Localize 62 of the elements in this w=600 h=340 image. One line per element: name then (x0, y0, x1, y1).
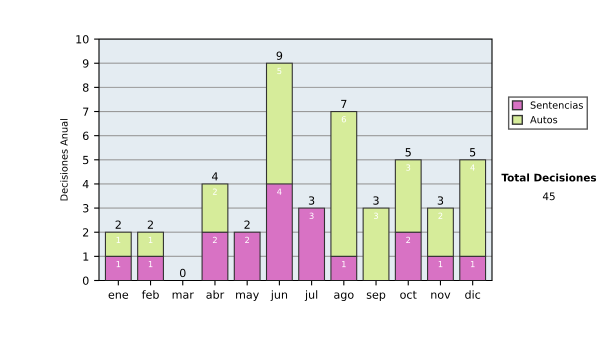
x-tick-label: feb (142, 290, 159, 299)
total-label: 2 (148, 220, 153, 229)
data-label: 2 (406, 236, 410, 243)
x-tick-label: jun (270, 290, 288, 301)
total-label: 3 (373, 196, 379, 205)
data-label: 3 (406, 164, 410, 171)
y-tick-label: 10 (76, 35, 89, 44)
total-label: 7 (341, 100, 346, 108)
x-tick-label: dic (465, 290, 480, 299)
bar (298, 208, 326, 280)
x-tick-label: may (236, 292, 259, 301)
data-label: 1 (148, 236, 152, 243)
x-tick-label: sep (366, 292, 386, 301)
y-tick-label: 4 (82, 180, 89, 188)
x-tick-label: ene (108, 292, 128, 299)
bar (362, 208, 390, 280)
legend-label: Autos (530, 116, 558, 124)
data-label: 1 (116, 261, 120, 268)
bar (234, 232, 261, 280)
text: Total Decisiones (501, 173, 596, 182)
y-tick-label: 6 (82, 132, 89, 140)
legend-label: Sentencias (530, 101, 583, 109)
y-tick-label: 5 (83, 156, 88, 164)
data-label: 1 (148, 261, 152, 268)
data-label: 1 (116, 236, 120, 243)
data-label: 2 (245, 236, 249, 243)
data-label: 2 (212, 236, 217, 243)
y-axis-title: Decisiones Anual (60, 119, 68, 200)
x-tick-label: abr (206, 290, 224, 299)
y-tick-label: 0 (82, 276, 89, 285)
x-tick-label: nov (431, 292, 450, 299)
y-tick-label: 3 (83, 204, 88, 212)
x-tick-label: oct (400, 290, 417, 299)
y-tick-label: 1 (83, 252, 88, 261)
data-label: 6 (342, 116, 346, 122)
y-tick-label: 8 (82, 83, 89, 92)
total-label: 4 (212, 172, 218, 180)
x-tick-label: ago (334, 292, 354, 301)
data-label: 2 (212, 188, 217, 195)
total-label: 3 (308, 196, 314, 205)
y-tick-label: 9 (82, 59, 88, 68)
data-label: 5 (277, 68, 282, 74)
x-tick-label: jul (304, 290, 318, 301)
data-label: 2 (438, 212, 442, 219)
data-label: 1 (438, 261, 442, 268)
total-label: 5 (470, 148, 476, 156)
y-tick-label: 7 (83, 108, 88, 116)
text: 45 (542, 192, 555, 200)
data-label: 4 (277, 188, 282, 195)
total-label: 0 (180, 268, 186, 278)
total-label: 5 (406, 148, 411, 156)
y-tick-label: 2 (83, 228, 88, 236)
total-label: 9 (276, 51, 282, 60)
total-label: 2 (116, 220, 121, 229)
data-label: 3 (310, 212, 314, 219)
data-label: 1 (470, 261, 475, 268)
x-tick-label: mar (172, 292, 194, 299)
total-label: 3 (438, 196, 444, 205)
total-label: 2 (244, 220, 250, 229)
data-label: 1 (342, 261, 346, 268)
data-label: 4 (470, 164, 475, 171)
data-label: 3 (374, 212, 378, 219)
